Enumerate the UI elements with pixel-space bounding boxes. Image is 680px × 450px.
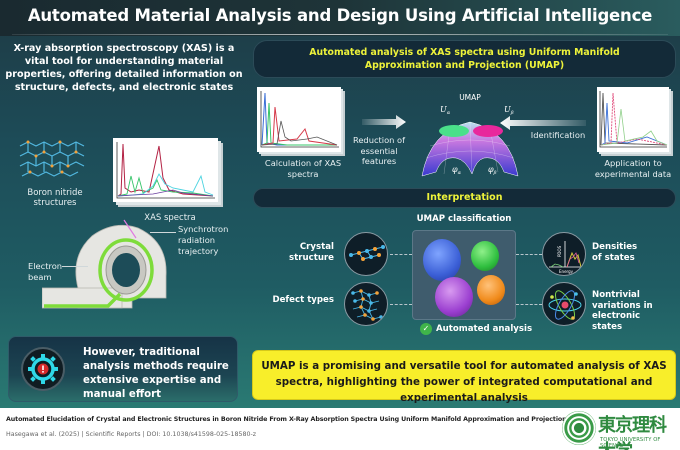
xas-spectra-label: XAS spectra [144, 213, 196, 223]
crystal-structure-icon [344, 232, 388, 276]
limitation-callout: However, traditional analysis methods re… [8, 336, 238, 402]
calculation-label: Calculation of XAS spectra [264, 158, 342, 179]
svg-text:Uβ: Uβ [504, 105, 514, 116]
xas-spectra-plot [113, 138, 218, 202]
boron-nitride-lattice-icon [19, 140, 85, 177]
umap-section-header: Automated analysis of XAS spectra using … [253, 40, 676, 78]
svg-text:φα: φα [452, 165, 462, 176]
pdos-axis-label: PDOS [557, 245, 562, 257]
automated-analysis-label: Automated analysis [436, 324, 533, 334]
synchrotron-pointer-line [150, 232, 176, 233]
synchrotron-label: Synchrotron radiation trajectory [178, 224, 229, 256]
defect-types-icon [344, 282, 388, 326]
densities-of-states-icon: PDOS Energy [542, 232, 586, 276]
crystal-structure-label: Crystal structure [289, 242, 334, 263]
footer: Automated Elucidation of Crystal and Ele… [0, 408, 680, 450]
connector-defect [390, 304, 412, 305]
interpretation-header: Interpretation [253, 188, 676, 208]
interpretation-panel: UMAP classification Crystal structure De… [252, 210, 678, 338]
calculated-spectra-plot [257, 87, 341, 152]
conclusion-text: UMAP is a promising and versatile tool f… [261, 360, 667, 404]
energy-axis-label: Energy [559, 269, 574, 274]
umap-label: UMAP [459, 93, 481, 102]
defect-types-label: Defect types [272, 295, 334, 305]
application-label: Application to experimental data [594, 158, 672, 179]
checkmark-icon: ✓ [420, 323, 432, 335]
densities-of-states-label: Densities of states [592, 242, 638, 263]
connector-crystal [390, 254, 412, 255]
experimental-spectra-plot [597, 87, 669, 152]
identification-label: Identification [530, 130, 586, 140]
cluster-purple [435, 277, 473, 317]
cluster-blue [423, 239, 461, 281]
university-name-en: TOKYO UNIVERSITY OF SCIENCE [600, 437, 661, 449]
infographic: Automated Material Analysis and Design U… [0, 0, 680, 408]
reduction-label: Reduction of essential features [352, 135, 406, 166]
svg-text:Uα: Uα [440, 105, 451, 116]
connector-dos [516, 254, 542, 255]
arrow-right-icon [362, 115, 406, 129]
svg-text:φβ: φβ [488, 165, 497, 176]
umap-manifold-icon: UMAP Uα Uβ φα φβ [421, 93, 519, 177]
connector-electronic [516, 304, 542, 305]
umap-classification-box [412, 230, 516, 320]
umap-section-title: Automated analysis of XAS spectra using … [309, 47, 620, 71]
citation: Hasegawa et al. (2025) | Scientific Repo… [6, 431, 257, 438]
xas-intro-panel: X-ray absorption spectroscopy (XAS) is a… [0, 38, 248, 223]
paper-title: Automated Elucidation of Crystal and Ele… [6, 416, 567, 423]
electron-beam-pointer-line [62, 266, 88, 267]
umap-classification-title: UMAP classification [416, 214, 512, 224]
automated-analysis-badge: ✓ Automated analysis [420, 323, 532, 335]
gear-alert-icon [21, 347, 65, 391]
page-title: Automated Material Analysis and Design U… [27, 6, 653, 25]
arrow-left-icon [500, 116, 586, 130]
conclusion-callout: UMAP is a promising and versatile tool f… [252, 350, 676, 404]
limitation-text: However, traditional analysis methods re… [83, 347, 229, 400]
synchrotron-diagram-icon [42, 219, 167, 309]
university-name-jp: 東京理科大学 [598, 415, 667, 450]
title-divider [12, 34, 668, 35]
synchrotron-panel: Synchrotron radiation trajectory Electro… [0, 196, 248, 331]
cluster-orange [477, 275, 505, 305]
title-bar: Automated Material Analysis and Design U… [0, 0, 680, 36]
atom-icon [542, 282, 586, 326]
electron-beam-label: Electron beam [28, 261, 63, 282]
xas-intro-text: X-ray absorption spectroscopy (XAS) is a… [5, 43, 243, 93]
interpretation-title: Interpretation [426, 192, 503, 203]
university-logo-icon [562, 411, 596, 445]
cluster-green [471, 241, 499, 271]
boron-nitride-label: Boron nitride structures [27, 188, 83, 208]
electronic-states-label: Nontrivial variations in electronic stat… [592, 290, 653, 332]
